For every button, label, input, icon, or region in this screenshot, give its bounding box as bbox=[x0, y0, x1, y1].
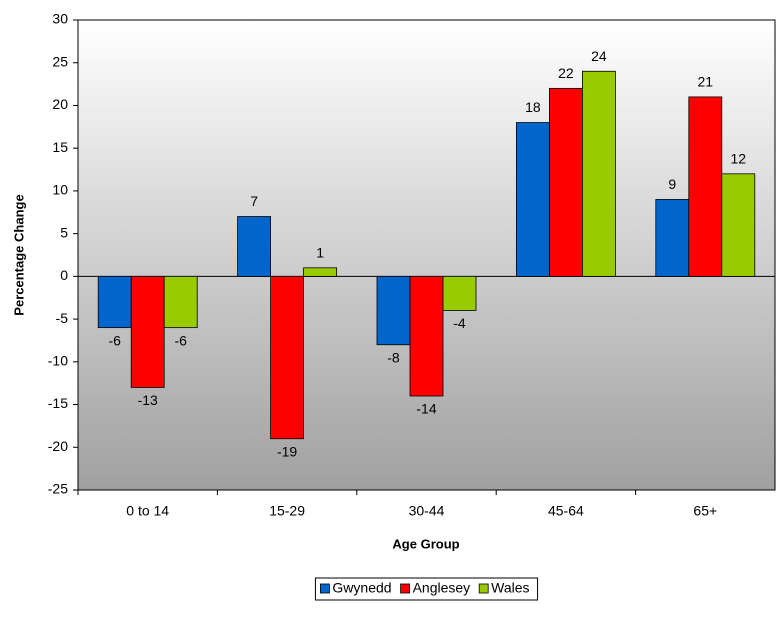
x-axis-title: Age Group bbox=[392, 536, 459, 551]
value-label: 22 bbox=[558, 65, 574, 81]
value-label: 9 bbox=[668, 176, 676, 192]
legend-label: Anglesey bbox=[413, 580, 471, 596]
bar bbox=[409, 275, 444, 397]
bar bbox=[721, 173, 756, 277]
value-label: 7 bbox=[250, 193, 258, 209]
bar bbox=[549, 87, 583, 277]
y-tick-label: -25 bbox=[48, 481, 68, 497]
legend-label: Gwynedd bbox=[332, 580, 391, 596]
bar bbox=[237, 216, 272, 277]
y-tick-label: -10 bbox=[48, 353, 68, 369]
x-tick-label: 30-44 bbox=[409, 503, 445, 519]
bar bbox=[303, 267, 338, 277]
bar bbox=[130, 275, 165, 388]
y-tick-label: 20 bbox=[52, 96, 68, 112]
y-tick-label: -5 bbox=[56, 310, 69, 326]
x-tick-label: 15-29 bbox=[269, 503, 305, 519]
x-tick-label: 45-64 bbox=[548, 503, 584, 519]
y-tick-label: 30 bbox=[52, 11, 68, 27]
value-label: -4 bbox=[453, 315, 466, 331]
value-label: 18 bbox=[525, 99, 541, 115]
bar bbox=[376, 275, 411, 346]
bar bbox=[582, 70, 616, 277]
y-tick-label: -15 bbox=[48, 395, 68, 411]
legend-box bbox=[314, 577, 539, 601]
x-tick-label: 0 to 14 bbox=[126, 503, 169, 519]
value-label: -14 bbox=[416, 401, 436, 417]
legend-swatch bbox=[320, 583, 330, 594]
legend-label: Wales bbox=[491, 580, 529, 596]
y-tick-label: 0 bbox=[60, 267, 68, 283]
value-label: -19 bbox=[277, 443, 297, 459]
y-tick-label: 15 bbox=[52, 139, 68, 155]
value-label: 12 bbox=[731, 151, 747, 167]
bar bbox=[655, 199, 690, 277]
y-tick-label: -20 bbox=[48, 438, 68, 454]
bar bbox=[688, 96, 723, 277]
value-label: 21 bbox=[698, 74, 714, 90]
value-label: -8 bbox=[387, 349, 400, 365]
value-label: -6 bbox=[108, 332, 121, 348]
bar bbox=[442, 275, 477, 311]
bar bbox=[516, 122, 550, 277]
value-label: 1 bbox=[316, 245, 324, 261]
y-tick-label: 10 bbox=[52, 182, 68, 198]
y-axis-title: Percentage Change bbox=[11, 194, 26, 315]
value-label: -13 bbox=[138, 392, 158, 408]
x-tick-label: 65+ bbox=[693, 503, 717, 519]
bar bbox=[163, 275, 198, 329]
bar bbox=[270, 275, 305, 440]
value-label: -6 bbox=[174, 332, 187, 348]
value-label: 24 bbox=[591, 48, 607, 64]
y-tick-label: 5 bbox=[60, 224, 68, 240]
y-tick-label: 25 bbox=[52, 53, 68, 69]
legend-swatch bbox=[400, 583, 410, 594]
bar bbox=[97, 275, 132, 329]
legend-swatch bbox=[478, 583, 489, 594]
